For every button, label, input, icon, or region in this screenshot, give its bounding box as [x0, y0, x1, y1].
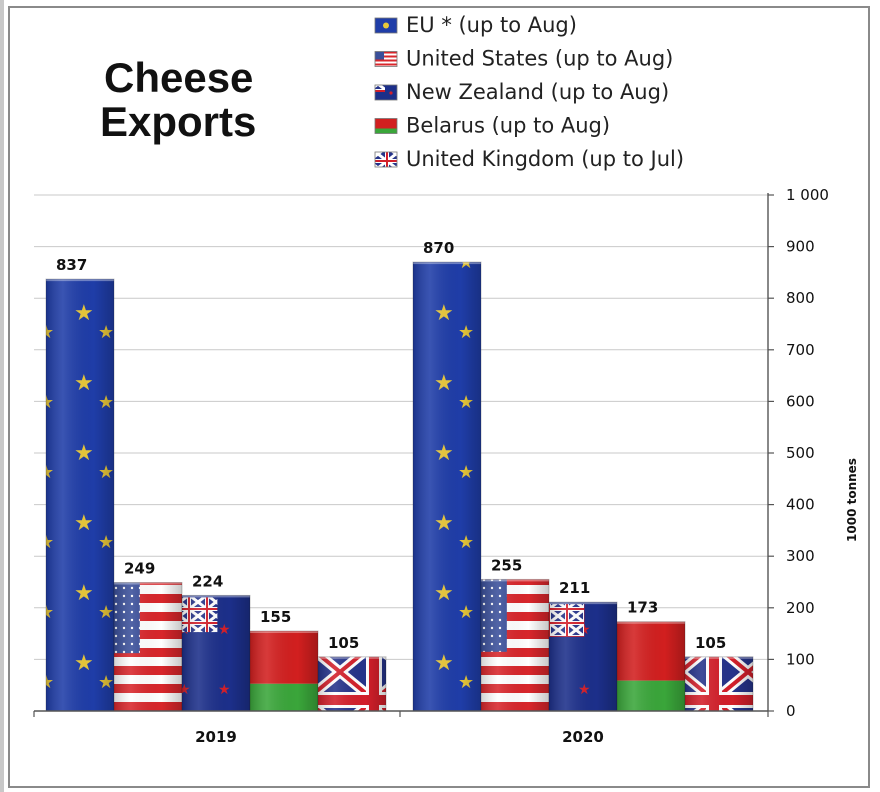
- bar-nz-2020: [548, 600, 618, 712]
- y-tick-label: 800: [786, 289, 815, 307]
- y-tick-label: 500: [786, 444, 815, 462]
- y-tick-label: 0: [786, 702, 796, 720]
- legend-label: United Kingdom (up to Jul): [406, 147, 684, 171]
- bar-us-2020: [480, 577, 550, 712]
- value-label: 870: [423, 239, 454, 257]
- bar-uk-2019: [317, 654, 387, 712]
- value-label: 837: [56, 256, 87, 274]
- uk-flag-icon: [374, 151, 398, 168]
- nz-flag-icon: [374, 84, 398, 101]
- bars: [45, 260, 754, 712]
- chart-title-line-1: Cheese: [104, 54, 253, 101]
- legend-item-uk: United Kingdom (up to Jul): [374, 147, 684, 171]
- eu-flag-icon: [374, 17, 398, 34]
- y-tick-label: 100: [786, 650, 815, 668]
- window-edge: [0, 0, 4, 792]
- us-flag-icon: [374, 51, 398, 67]
- y-tick-label: 700: [786, 341, 815, 359]
- y-tick-label: 600: [786, 392, 815, 410]
- value-labels: 837 249 224 155 105 2019 870 255 211 173 105 2020: [56, 239, 726, 746]
- y-tick-label: 200: [786, 599, 815, 617]
- legend-label: United States (up to Aug): [406, 47, 673, 71]
- value-label: 255: [491, 556, 522, 574]
- x-category-label: 2019: [195, 728, 237, 746]
- legend-item-us: United States (up to Aug): [374, 47, 673, 71]
- legend-label: Belarus (up to Aug): [406, 114, 610, 138]
- belarus-flag-icon: [374, 118, 398, 134]
- y-axis-label: 1000 tonnes: [845, 458, 859, 542]
- value-label: 249: [124, 560, 155, 578]
- value-label: 173: [627, 599, 658, 617]
- value-label: 224: [192, 572, 223, 590]
- y-tick-label: 400: [786, 496, 815, 514]
- chart-title-line-2: Exports: [100, 98, 256, 145]
- bar-uk-2020: [684, 654, 754, 712]
- bar-eu-2019: [45, 277, 115, 712]
- legend-label: EU * (up to Aug): [406, 13, 577, 37]
- legend: EU * (up to Aug) United States (up to Aug…: [374, 13, 684, 171]
- bar-belarus-2020: [616, 619, 686, 712]
- legend-item-nz: New Zealand (up to Aug): [374, 80, 669, 104]
- value-label: 155: [260, 608, 291, 626]
- y-tick-label: 1 000: [786, 186, 829, 204]
- y-tick-label: 300: [786, 547, 815, 565]
- value-label: 105: [328, 634, 359, 652]
- y-tick-label: 900: [786, 238, 815, 256]
- y-axis: 0 100 200 300 400 500 600 700 800 900 1 000: [33, 186, 829, 720]
- bar-belarus-2019: [249, 629, 319, 712]
- bar-eu-2020: [412, 260, 482, 712]
- value-label: 105: [695, 634, 726, 652]
- bar-us-2019: [113, 580, 183, 712]
- legend-item-eu: EU * (up to Aug): [374, 13, 577, 37]
- bar-nz-2019: [181, 593, 251, 712]
- value-label: 211: [559, 579, 590, 597]
- x-category-label: 2020: [562, 728, 604, 746]
- legend-label: New Zealand (up to Aug): [406, 80, 669, 104]
- legend-item-belarus: Belarus (up to Aug): [374, 114, 610, 138]
